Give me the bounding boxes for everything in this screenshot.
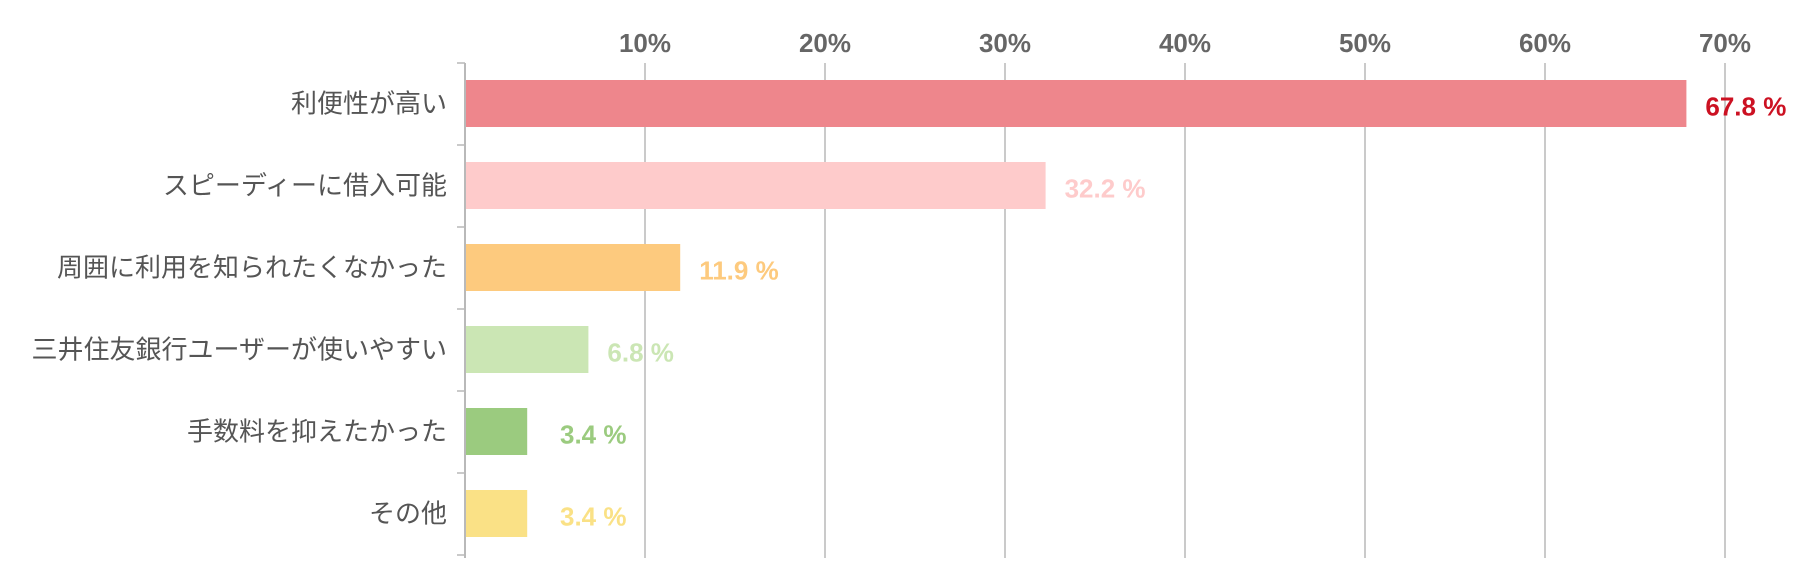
x-tick-label: 60% [1519, 28, 1571, 58]
x-tick-label: 40% [1159, 28, 1211, 58]
category-label: その他 [369, 500, 447, 530]
category-label: 三井住友銀行ユーザーが使いやすい [32, 336, 447, 366]
category-label: 利便性が高い [291, 90, 447, 120]
x-tick-label: 10% [619, 28, 671, 58]
value-label: 11.9 % [699, 256, 779, 286]
value-label: 67.8 % [1705, 92, 1786, 122]
category-label: スピーディーに借入可能 [163, 172, 447, 202]
bar [466, 408, 528, 455]
value-labels: 67.8 % 32.2 % 11.9 % 6.8 % 3.4 % 3.4 % [560, 92, 1786, 532]
y-axis [457, 62, 466, 558]
gridlines [644, 63, 1726, 558]
x-tick-label: 20% [799, 28, 851, 58]
bar [466, 490, 528, 537]
x-tick-label: 70% [1699, 28, 1751, 58]
x-axis-ticks: 10% 20% 30% 40% 50% 60% 70% [619, 28, 1751, 58]
bar [466, 326, 589, 373]
category-label: 周囲に利用を知られたくなかった [57, 254, 447, 284]
value-label: 32.2 % [1065, 174, 1146, 204]
bar [466, 80, 1687, 127]
value-label: 3.4 % [560, 420, 627, 450]
category-label: 手数料を抑えたかった [187, 418, 447, 448]
value-label: 3.4 % [560, 502, 627, 532]
x-tick-label: 50% [1339, 28, 1391, 58]
value-label: 6.8 % [607, 338, 674, 368]
bar [466, 244, 681, 291]
x-tick-label: 30% [979, 28, 1031, 58]
bars [466, 80, 1687, 537]
bar [466, 162, 1046, 209]
category-labels: 利便性が高いスピーディーに借入可能周囲に利用を知られたくなかった三井住友銀行ユー… [32, 90, 447, 530]
